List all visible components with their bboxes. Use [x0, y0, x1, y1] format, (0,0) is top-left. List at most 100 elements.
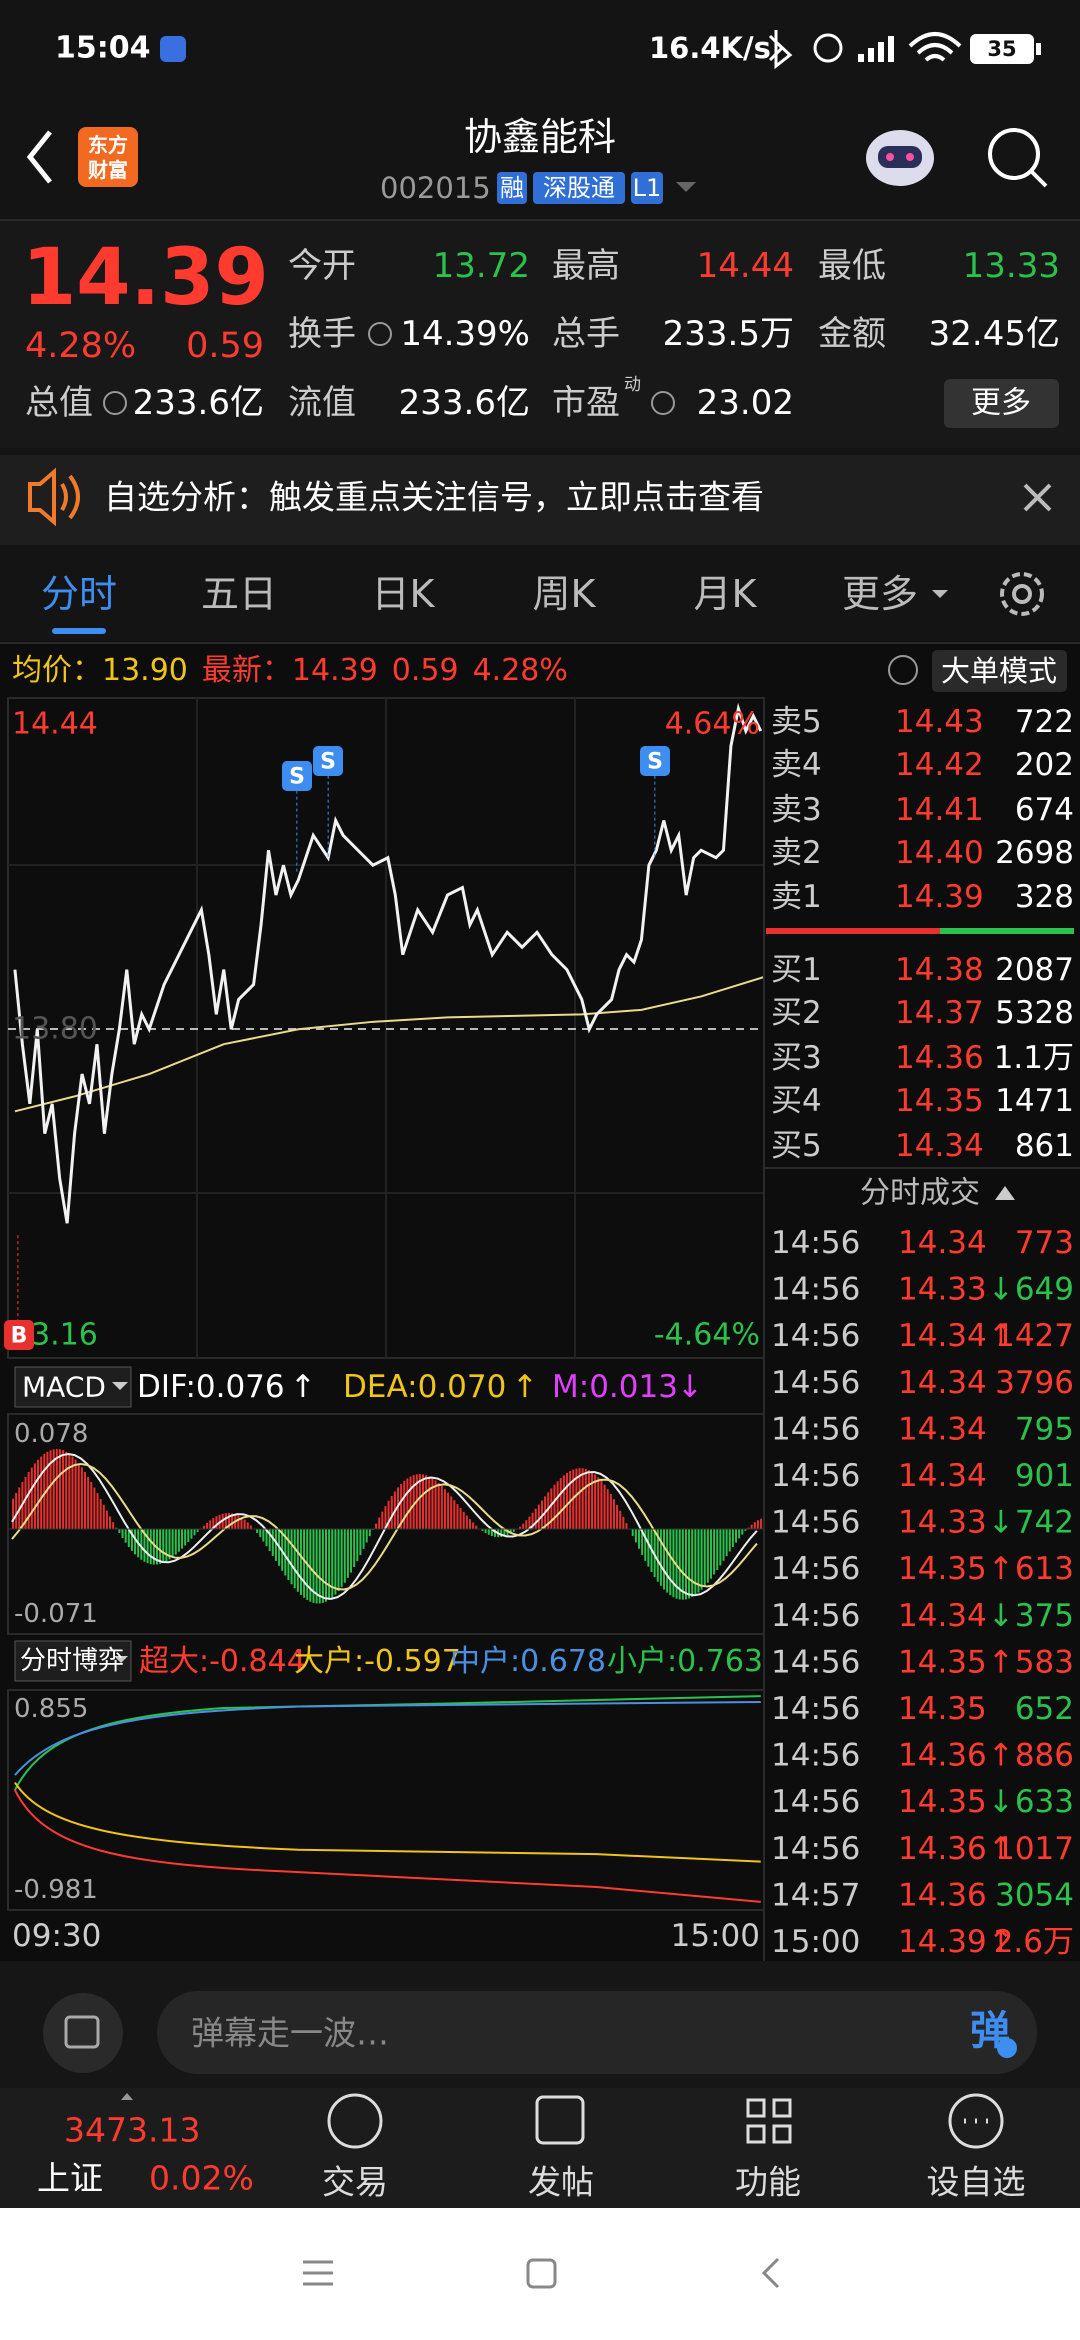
danmaku-input[interactable] [157, 1991, 1037, 2074]
macd-bar [403, 1480, 406, 1529]
close-button[interactable] [1023, 483, 1052, 512]
macd-bar [638, 1529, 640, 1549]
code-caret[interactable] [676, 182, 696, 192]
macd-bar [625, 1523, 628, 1529]
mode-button[interactable] [932, 650, 1067, 692]
danmaku-toggle[interactable] [43, 1993, 123, 2073]
macd-max: 0.078 [14, 1419, 88, 1449]
home-key[interactable] [526, 2258, 557, 2289]
nav-label[interactable]: 功能 [735, 2163, 801, 2202]
flow-selector[interactable] [14, 1640, 132, 1682]
menu-key[interactable] [303, 2260, 333, 2286]
macd-bar [353, 1529, 356, 1567]
index-value[interactable]: 3473.13 [64, 2111, 200, 2150]
macd-bar [274, 1529, 277, 1561]
macd-bar [587, 1470, 590, 1529]
macd-bar [162, 1529, 165, 1563]
tab[interactable]: 日K [372, 572, 436, 616]
macd-bar [462, 1511, 465, 1529]
gear-inner [1012, 584, 1032, 604]
tab[interactable]: 五日 [201, 572, 277, 616]
macd-bar [744, 1529, 747, 1531]
banner-text[interactable]: 自选分析：触发重点关注信号，立即点击查看 [104, 478, 764, 517]
nav-label[interactable]: 发帖 [528, 2163, 594, 2202]
macd-bar [603, 1484, 606, 1529]
change-percent: 4.28% [25, 326, 136, 366]
book-volume: 5328 [995, 995, 1074, 1031]
badge-bg [497, 172, 527, 204]
flow-selector-label[interactable]: 分时博弈 [20, 1646, 124, 1676]
settings-button[interactable] [1000, 572, 1044, 616]
nav-icon [746, 2098, 792, 2144]
macd-bar [709, 1529, 712, 1579]
macd-bar [293, 1529, 296, 1589]
macd-bar [534, 1508, 537, 1529]
macd-bar [440, 1486, 443, 1529]
tab[interactable]: 周K [533, 572, 597, 616]
macd-bar [149, 1529, 152, 1565]
trades-title[interactable]: 分时成交 [860, 1176, 980, 1211]
help-icon[interactable] [888, 655, 918, 685]
tab[interactable]: 更多 [842, 572, 918, 616]
tab-caret[interactable] [932, 590, 948, 598]
trades-caret[interactable] [995, 1186, 1015, 1200]
index-name: 上证 [37, 2159, 103, 2198]
stock-code: 002015 [380, 171, 491, 205]
trade-time: 14:57 [771, 1877, 860, 1913]
macd-bar [581, 1468, 584, 1529]
nav-label[interactable]: 设自选 [927, 2163, 1026, 2202]
info-icon[interactable] [651, 391, 675, 415]
search-button[interactable] [988, 128, 1048, 188]
macd-selector[interactable] [14, 1366, 132, 1408]
nav-label[interactable]: 交易 [322, 2163, 388, 2202]
book-volume: 722 [1015, 704, 1074, 740]
macd-bar [431, 1478, 434, 1529]
info-icon[interactable] [368, 322, 392, 346]
index-caret [121, 2093, 133, 2100]
macd-bar [337, 1529, 340, 1592]
flow-item-part: -0.844 [209, 1644, 306, 1679]
macd-bar [271, 1529, 274, 1556]
info-icon[interactable] [103, 391, 127, 415]
macd-bar [494, 1529, 497, 1537]
danmaku-button[interactable]: 弹 [970, 2008, 1010, 2054]
macd-bar [58, 1449, 61, 1529]
macd-bar [418, 1474, 421, 1529]
trade-volume: 742 [1015, 1505, 1074, 1541]
back-button[interactable] [26, 130, 52, 184]
macd-bar [700, 1529, 703, 1590]
stat-value: 32.45亿 [929, 314, 1060, 354]
bluetooth-icon [768, 30, 793, 70]
more-button[interactable] [944, 379, 1059, 428]
mode-button-label[interactable]: 大单模式 [941, 654, 1057, 688]
macd-bar [287, 1529, 290, 1580]
robot-icon[interactable] [866, 130, 934, 186]
macd-bar [569, 1470, 572, 1529]
macd-bar [512, 1529, 515, 1532]
macd-bar [697, 1529, 700, 1593]
trade-time: 14:56 [771, 1458, 860, 1494]
badge-bg [533, 172, 625, 204]
macd-bar [187, 1529, 190, 1543]
macd-selector-label[interactable]: MACD [22, 1371, 106, 1404]
macd-bar [566, 1472, 569, 1529]
macd-bar [472, 1522, 475, 1529]
ask-bar [766, 928, 940, 934]
tab[interactable]: 分时 [41, 572, 117, 616]
macd-bar [663, 1529, 666, 1590]
banner-bg[interactable] [0, 455, 1080, 545]
trade-volume: 886 [1015, 1738, 1074, 1774]
macd-bar [443, 1489, 446, 1529]
tab[interactable]: 月K [694, 572, 758, 616]
trade-volume: 2.6万 [994, 1924, 1074, 1960]
danmaku-placeholder[interactable]: 弹幕走一波… [191, 2014, 389, 2053]
macd-bar [196, 1529, 199, 1532]
more-label[interactable]: 更多 [971, 386, 1031, 421]
macd-bar [490, 1529, 493, 1537]
macd-bar [206, 1522, 209, 1529]
macd-bar [365, 1529, 368, 1543]
trade-arrow: ↑ [988, 1924, 1014, 1960]
back-key[interactable] [761, 2257, 780, 2289]
macd-bar [616, 1504, 619, 1529]
